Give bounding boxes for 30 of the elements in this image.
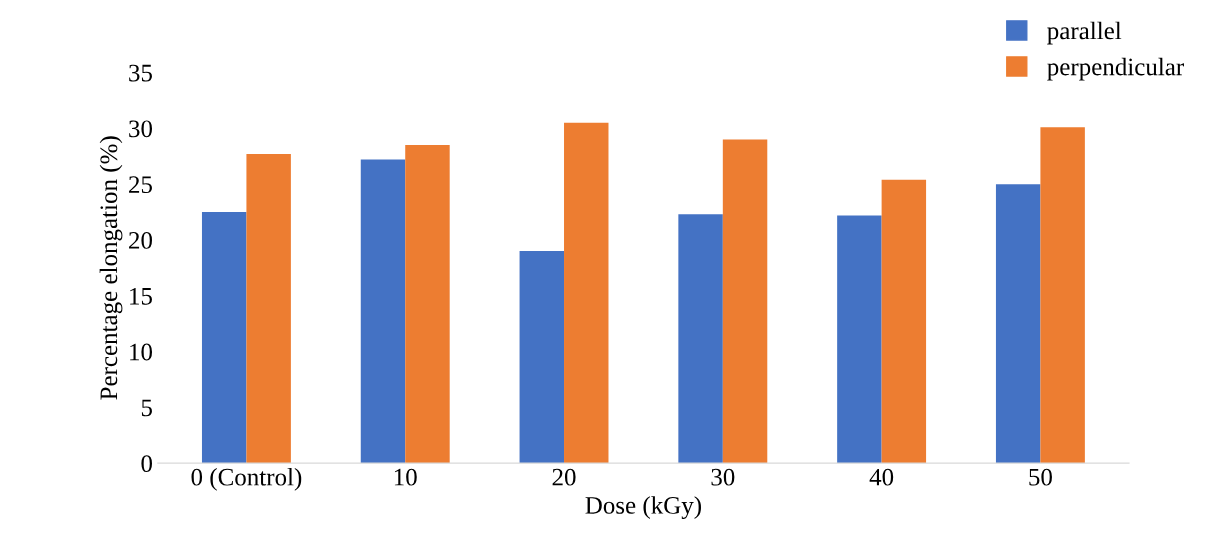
- x-tick-label: 30: [711, 468, 735, 486]
- bar: [722, 139, 768, 464]
- y-tick-label: 15: [130, 287, 152, 305]
- bar: [246, 154, 291, 464]
- y-tick-label: 10: [130, 343, 153, 361]
- legend-label: parallel: [1047, 21, 1122, 45]
- x-axis-title: Dose (kGy): [585, 496, 701, 519]
- bar: [564, 122, 609, 464]
- y-tick-label: 35: [129, 64, 152, 82]
- y-tick-label: 20: [129, 231, 153, 249]
- y-tick-label: 30: [129, 120, 153, 138]
- y-axis-title: Percentage elongation (%): [99, 136, 123, 400]
- legend-label: perpendicular: [1047, 57, 1184, 81]
- x-tick-label: 40: [869, 468, 894, 486]
- bar: [360, 159, 406, 464]
- y-tick-label: 5: [141, 399, 152, 417]
- bar: [837, 215, 882, 464]
- bar: [995, 184, 1041, 464]
- bar: [1040, 127, 1085, 464]
- bar: [881, 179, 927, 464]
- y-tick-label: 25: [129, 176, 152, 194]
- x-tick-label: 0 (Control): [191, 468, 302, 491]
- bar: [405, 145, 450, 464]
- bar: [201, 212, 247, 464]
- x-tick-label: 10: [394, 468, 417, 486]
- y-tick-label: 0: [141, 455, 153, 473]
- x-tick-label: 20: [552, 468, 576, 486]
- x-tick-label: 50: [1029, 468, 1052, 486]
- bar: [519, 251, 565, 464]
- bar: [678, 214, 723, 464]
